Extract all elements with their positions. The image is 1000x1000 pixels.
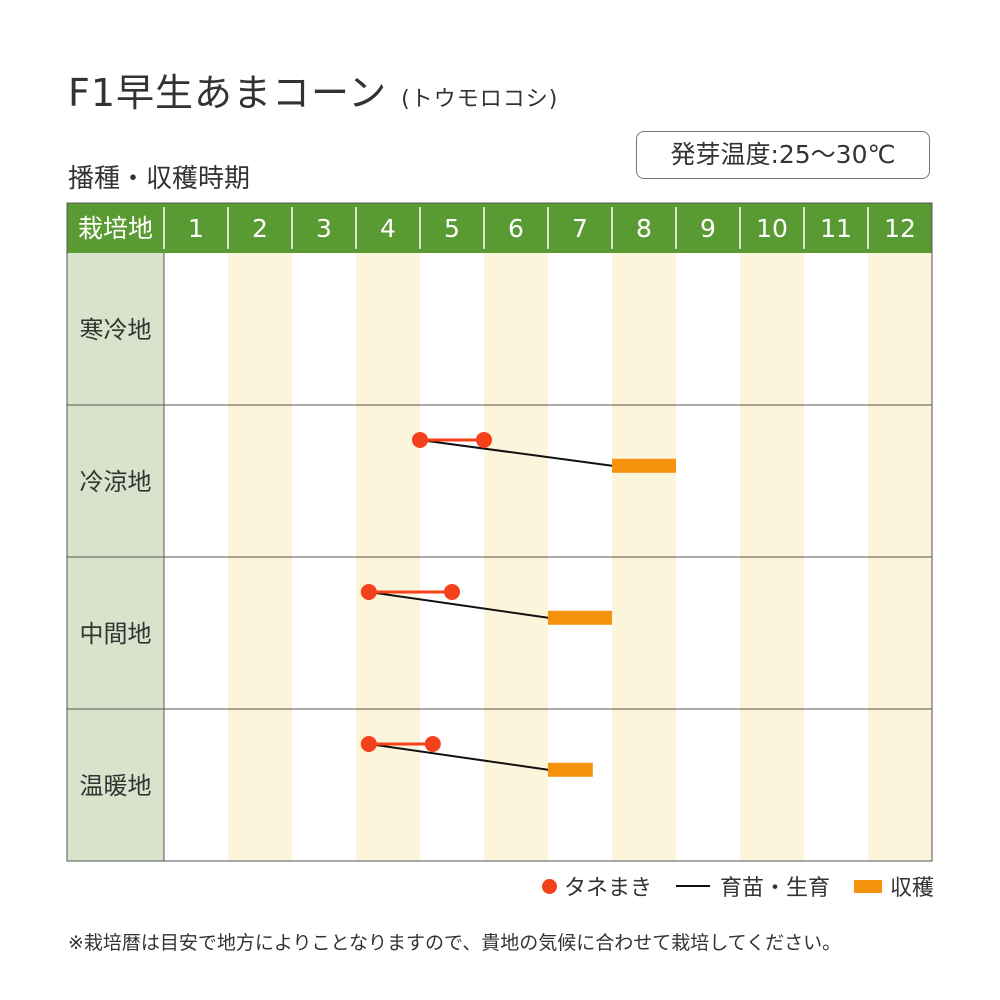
harvest-bar-3: [548, 610, 612, 625]
footnote: ※栽培暦は目安で地方によりことなりますので、貴地の気候に合わせて栽培してください…: [68, 932, 842, 954]
sowing-start-point-4: [360, 735, 377, 752]
legend-sowing: タネまき: [541, 870, 652, 902]
month-tick-label-4: 4: [380, 214, 396, 243]
chart-border: [66, 202, 933, 862]
sowing-end-point-3: [444, 583, 460, 600]
month-tick-label-3: 3: [316, 214, 332, 243]
sowing-start-point-3: [360, 583, 377, 600]
region-label-3: 中間地: [80, 620, 152, 648]
page-title: F1早生あまコーン (トウモロコシ): [68, 62, 558, 117]
germination-temperature-badge: 発芽温度:25〜30℃: [636, 131, 930, 179]
growing-line-2: [419, 438, 613, 467]
month-tick-label-7: 7: [572, 214, 588, 243]
growing-line-3: [368, 590, 549, 619]
legend-growing-label: 育苗・生育: [719, 876, 830, 901]
legend-harvest-label: 収穫: [889, 876, 934, 901]
growing-line-4: [368, 742, 549, 771]
legend-harvest-bar-icon: [853, 879, 882, 893]
legend-growing-line-icon: [675, 885, 710, 887]
legend-growing: 育苗・生育: [675, 870, 830, 902]
harvest-bar-2: [612, 458, 676, 473]
chart-subtitle: 播種・収穫時期: [68, 164, 251, 194]
month-tick-label-11: 11: [820, 214, 852, 243]
legend-harvest: 収穫: [853, 870, 934, 902]
sowing-end-point-2: [476, 431, 492, 448]
month-tick-label-1: 1: [188, 214, 204, 243]
legend: タネまき 育苗・生育 収穫: [508, 870, 934, 902]
region-label-2: 冷涼地: [80, 468, 152, 496]
month-tick-label-10: 10: [756, 214, 788, 243]
sowing-end-point-4: [424, 735, 441, 752]
month-tick-label-2: 2: [252, 214, 268, 243]
header-label: 栽培地: [78, 214, 153, 243]
title-main: F1早生あまコーン: [68, 71, 388, 115]
legend-sowing-dot-icon: [541, 878, 557, 894]
sowing-start-point-2: [412, 431, 428, 448]
region-label-1: 寒冷地: [80, 316, 152, 344]
region-label-4: 温暖地: [80, 772, 152, 800]
legend-sowing-label: タネまき: [563, 876, 652, 901]
header-row: [67, 203, 932, 253]
month-tick-label-12: 12: [884, 214, 916, 243]
month-tick-label-5: 5: [444, 214, 460, 243]
month-tick-label-8: 8: [636, 214, 652, 243]
month-tick-label-6: 6: [508, 214, 524, 243]
month-tick-label-9: 9: [700, 214, 716, 243]
title-subtitle: (トウモロコシ): [401, 87, 559, 112]
harvest-bar-4: [548, 762, 593, 777]
